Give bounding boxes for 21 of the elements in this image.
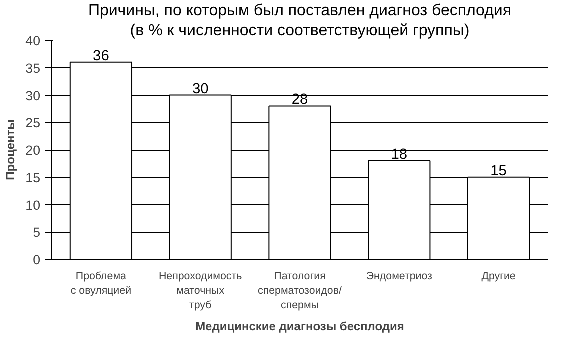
y-tick-label: 0 [33, 252, 41, 268]
y-tick-label: 5 [33, 225, 41, 240]
chart-title: Причины, по которым был поставлен диагноз бесплодия [88, 2, 512, 20]
y-axis-title: Проценты [4, 120, 18, 180]
data-label: 36 [93, 48, 110, 64]
x-tick-label: Другие [482, 270, 516, 282]
x-tick-label: Проблема с овуляцией [70, 270, 132, 297]
x-tick-label: Непроходимость маточных труб [158, 270, 243, 312]
y-tick-label: 25 [26, 116, 41, 131]
x-axis-title: Медицинские диагнозы бесплодия [196, 319, 404, 334]
y-tick-label: 30 [26, 88, 41, 104]
y-tick-label: 35 [26, 60, 41, 76]
chart-subtitle: (в % к численности соответствующей группы) [130, 22, 470, 40]
x-tick-label: Патология сперматозоидов/ спермы [258, 270, 342, 312]
data-label: 30 [192, 81, 209, 98]
y-tick-label: 15 [26, 170, 41, 186]
x-tick-label: Эндометриоз [366, 270, 433, 282]
y-tick-label: 20 [26, 143, 41, 158]
y-tick-label: 10 [26, 198, 41, 213]
y-tick-label: 40 [26, 34, 41, 48]
data-label: 15 [490, 163, 507, 180]
